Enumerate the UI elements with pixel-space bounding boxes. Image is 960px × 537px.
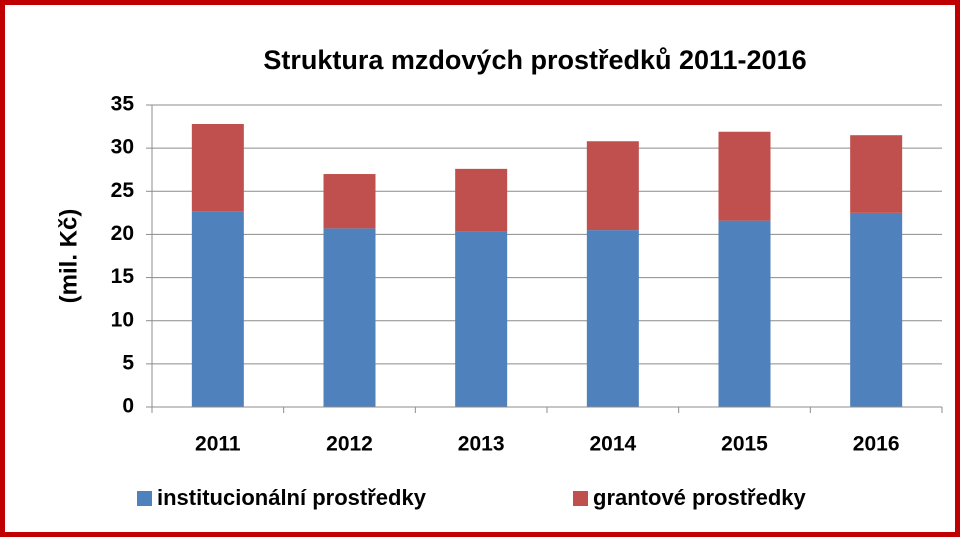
- bar-segment: [586, 141, 639, 231]
- x-tick-label: 2011: [195, 433, 241, 456]
- y-tick-label: 35: [111, 93, 135, 116]
- legend-label: grantové prostředky: [593, 485, 806, 510]
- bar-segment: [718, 220, 771, 407]
- bar-segment: [323, 228, 376, 407]
- x-tick-label: 2012: [326, 433, 373, 456]
- y-tick-label: 5: [122, 351, 134, 374]
- y-tick-label: 15: [111, 265, 135, 288]
- bar-segment: [455, 168, 508, 232]
- bar-segment: [323, 174, 376, 229]
- legend-swatch: [137, 491, 152, 506]
- y-tick-label: 20: [111, 222, 134, 245]
- bar-segment: [191, 123, 244, 212]
- x-tick-label: 2014: [589, 433, 636, 456]
- y-tick-label: 30: [111, 136, 134, 159]
- x-tick-label: 2015: [721, 433, 768, 456]
- x-tick-label: 2016: [853, 433, 900, 456]
- chart-title: Struktura mzdových prostředků 2011-2016: [263, 45, 806, 75]
- bar-segment: [455, 231, 508, 407]
- bar-segment: [191, 211, 244, 407]
- bar-segment: [586, 230, 639, 407]
- bar-segment: [850, 135, 903, 213]
- y-tick-label: 10: [111, 308, 134, 331]
- x-tick-label: 2013: [458, 433, 505, 456]
- legend-swatch: [573, 491, 588, 506]
- y-tick-label: 25: [111, 179, 135, 202]
- y-tick-label: 0: [122, 395, 134, 418]
- bar-segment: [718, 131, 771, 221]
- y-axis-label: (mil. Kč): [55, 209, 82, 304]
- legend-label: institucionální prostředky: [157, 485, 427, 510]
- bar-segment: [850, 212, 903, 407]
